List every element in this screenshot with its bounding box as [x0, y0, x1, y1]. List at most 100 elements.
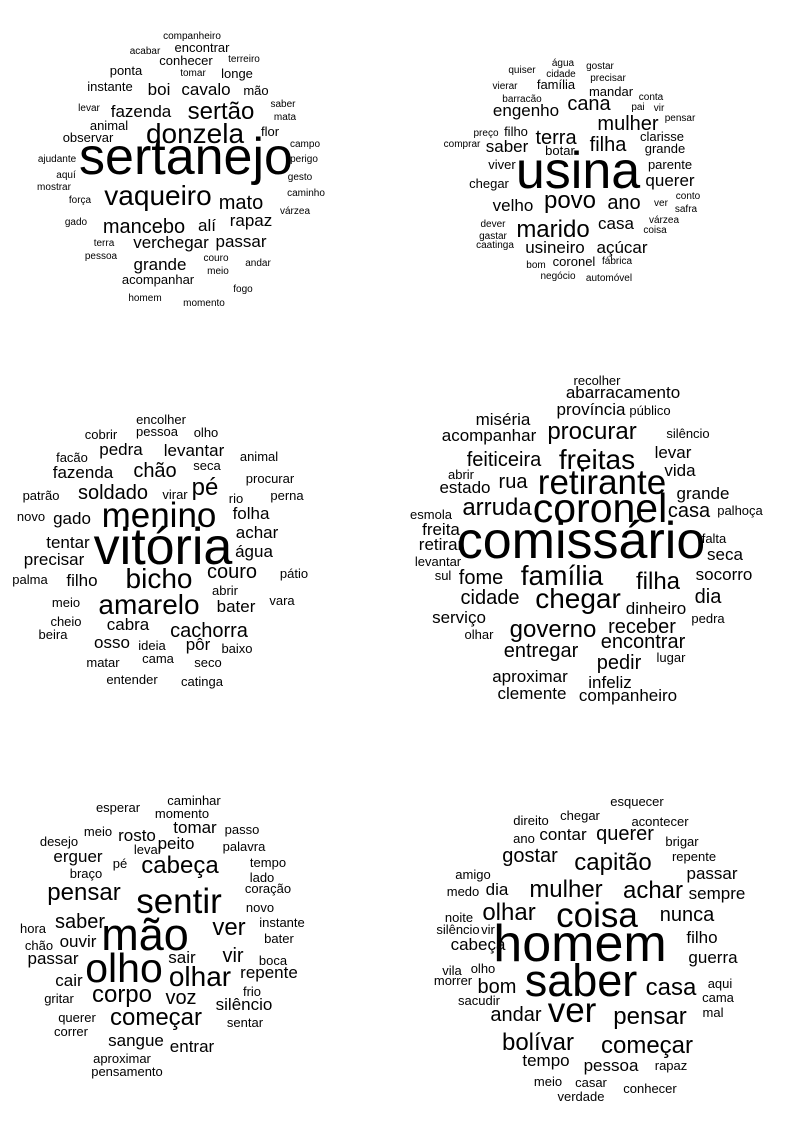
word-label: cidade: [461, 587, 520, 609]
word-label: aproximar: [492, 667, 568, 686]
word-label: chão: [25, 938, 53, 953]
word-label: começar: [601, 1032, 693, 1059]
word-label: pai: [631, 102, 644, 113]
word-label: precisar: [24, 550, 85, 569]
word-label: correr: [54, 1024, 89, 1039]
word-label: meio: [84, 824, 112, 839]
word-label: frio: [243, 984, 261, 999]
word-label: gritar: [44, 991, 74, 1006]
word-label: acabar: [130, 46, 161, 57]
word-label: tomar: [180, 68, 206, 79]
word-label: saber: [486, 137, 529, 156]
word-label: sempre: [689, 884, 746, 903]
word-label: esquecer: [610, 794, 664, 809]
word-label: pedir: [597, 652, 642, 674]
word-label: lado: [250, 870, 275, 885]
word-label: contar: [539, 825, 587, 844]
word-label: sul: [435, 568, 452, 583]
word-label: andar: [490, 1004, 541, 1026]
word-label: dia: [486, 880, 509, 899]
word-label: meio: [207, 266, 229, 277]
word-label: automóvel: [586, 273, 632, 284]
word-label: tentar: [46, 533, 90, 552]
word-label: acontecer: [631, 814, 689, 829]
word-label: encontrar: [601, 631, 686, 653]
word-label: fazenda: [53, 463, 114, 482]
word-label: achar: [236, 523, 279, 542]
word-label: pôr: [186, 635, 211, 654]
word-label: facão: [56, 450, 88, 465]
word-label: preço: [473, 128, 498, 139]
word-label: querer: [58, 1010, 96, 1025]
word-label: passar: [215, 232, 266, 251]
word-label: família: [537, 77, 576, 92]
wordcloud-panel-6: esquecer direito chegar acontecer ano contar q…: [434, 794, 745, 1104]
word-label: mancebo: [103, 216, 185, 238]
word-label: mandar: [589, 84, 634, 99]
word-label: recolher: [574, 373, 622, 388]
word-label: gastar: [479, 231, 507, 242]
word-label: passar: [27, 949, 78, 968]
word-label: saber: [55, 911, 105, 933]
word-label: seca: [193, 458, 221, 473]
word-label: dia: [695, 586, 723, 608]
word-label: saber: [525, 955, 638, 1006]
word-label: filha: [590, 134, 628, 156]
word-label: rosto: [118, 826, 156, 845]
word-label: casar: [575, 1075, 607, 1090]
word-label: viver: [488, 157, 516, 172]
word-label: encontrar: [175, 40, 231, 55]
word-label: couro: [203, 253, 228, 264]
word-label: abrir: [448, 467, 475, 482]
word-label: voz: [165, 987, 196, 1009]
word-label: vila: [442, 963, 462, 978]
word-label: ajudante: [38, 154, 77, 165]
word-label: casa: [646, 974, 697, 1001]
word-label: ponta: [110, 63, 143, 78]
word-label: companheiro: [163, 31, 221, 42]
word-label: ano: [607, 192, 640, 214]
word-label: falta: [702, 531, 727, 546]
word-label: ouvir: [60, 932, 97, 951]
word-label: olho: [471, 961, 496, 976]
word-label: mato: [219, 192, 263, 214]
word-label: terra: [535, 127, 577, 149]
word-label: lugar: [657, 650, 687, 665]
word-label: público: [629, 403, 670, 418]
word-label: cama: [702, 990, 735, 1005]
word-label: grande: [645, 141, 685, 156]
word-label: filho: [66, 571, 97, 590]
word-label: dinheiro: [626, 599, 687, 618]
word-label: animal: [240, 449, 278, 464]
word-label: menino: [102, 496, 217, 535]
word-label: parente: [648, 157, 692, 172]
word-label: amarelo: [98, 589, 199, 620]
word-label: coração: [245, 881, 291, 896]
word-label: usina: [516, 142, 640, 200]
word-label: seca: [707, 545, 743, 564]
word-label: procurar: [246, 471, 295, 486]
word-label: olho: [194, 425, 219, 440]
word-label: vir: [222, 945, 243, 967]
word-label: vir: [654, 103, 665, 114]
word-label: bom: [478, 976, 517, 998]
word-label: medo: [447, 884, 480, 899]
word-label: instante: [87, 79, 133, 94]
word-label: querer: [596, 823, 654, 845]
word-label: rapaz: [230, 211, 273, 230]
word-label: momento: [183, 298, 225, 309]
word-label: várzea: [649, 215, 679, 226]
word-label: observar: [63, 130, 114, 145]
word-label: campo: [290, 139, 320, 150]
word-label: marido: [516, 216, 589, 243]
word-label: olhar: [169, 961, 231, 992]
word-label: serviço: [432, 608, 486, 627]
word-label: pensar: [47, 879, 120, 906]
word-label: coisa: [556, 896, 638, 935]
word-label: fome: [459, 567, 503, 589]
word-label: instante: [259, 915, 305, 930]
word-label: sangue: [108, 1031, 164, 1050]
word-label: palhoça: [717, 503, 763, 518]
